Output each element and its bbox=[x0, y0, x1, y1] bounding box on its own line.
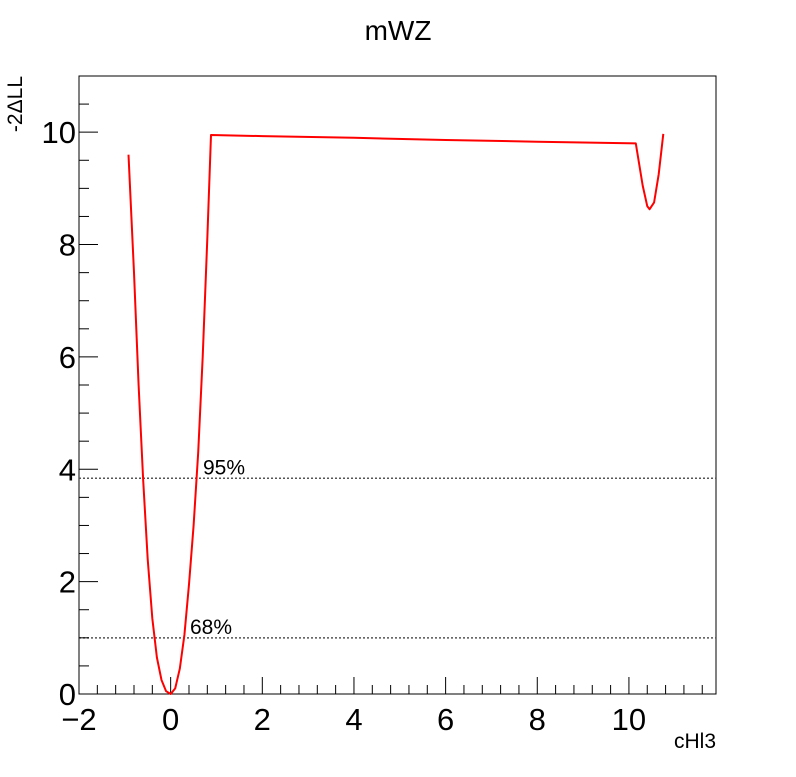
y-tick-label: 8 bbox=[59, 228, 76, 263]
y-axis: 0 2 4 6 8 10 bbox=[42, 75, 98, 712]
y-tick-label: 0 bbox=[59, 677, 76, 712]
x-tick-label: −2 bbox=[61, 702, 96, 737]
x-tick-label: 2 bbox=[254, 702, 271, 737]
x-tick-label: 8 bbox=[529, 702, 546, 737]
reference-line-label: 68% bbox=[190, 616, 232, 639]
series-layer bbox=[127, 133, 665, 695]
x-tick-label: 6 bbox=[437, 702, 454, 737]
series-line bbox=[127, 133, 665, 695]
y-tick-label: 2 bbox=[59, 565, 76, 600]
y-tick-label: 6 bbox=[59, 340, 76, 375]
y-axis-label: -2ΔLL bbox=[4, 76, 27, 132]
reference-lines: 95% 68% bbox=[79, 456, 716, 639]
x-axis-label: cHl3 bbox=[674, 730, 716, 753]
chart-title: mWZ bbox=[365, 15, 432, 46]
x-tick-label: 10 bbox=[612, 702, 646, 737]
reference-line-label: 95% bbox=[203, 456, 245, 479]
x-axis: −2 0 2 4 6 8 10 bbox=[61, 677, 703, 737]
x-tick-label: 4 bbox=[345, 702, 362, 737]
y-tick-label: 4 bbox=[59, 452, 76, 487]
x-tick-label: 0 bbox=[162, 702, 179, 737]
y-tick-label: 10 bbox=[42, 115, 76, 150]
